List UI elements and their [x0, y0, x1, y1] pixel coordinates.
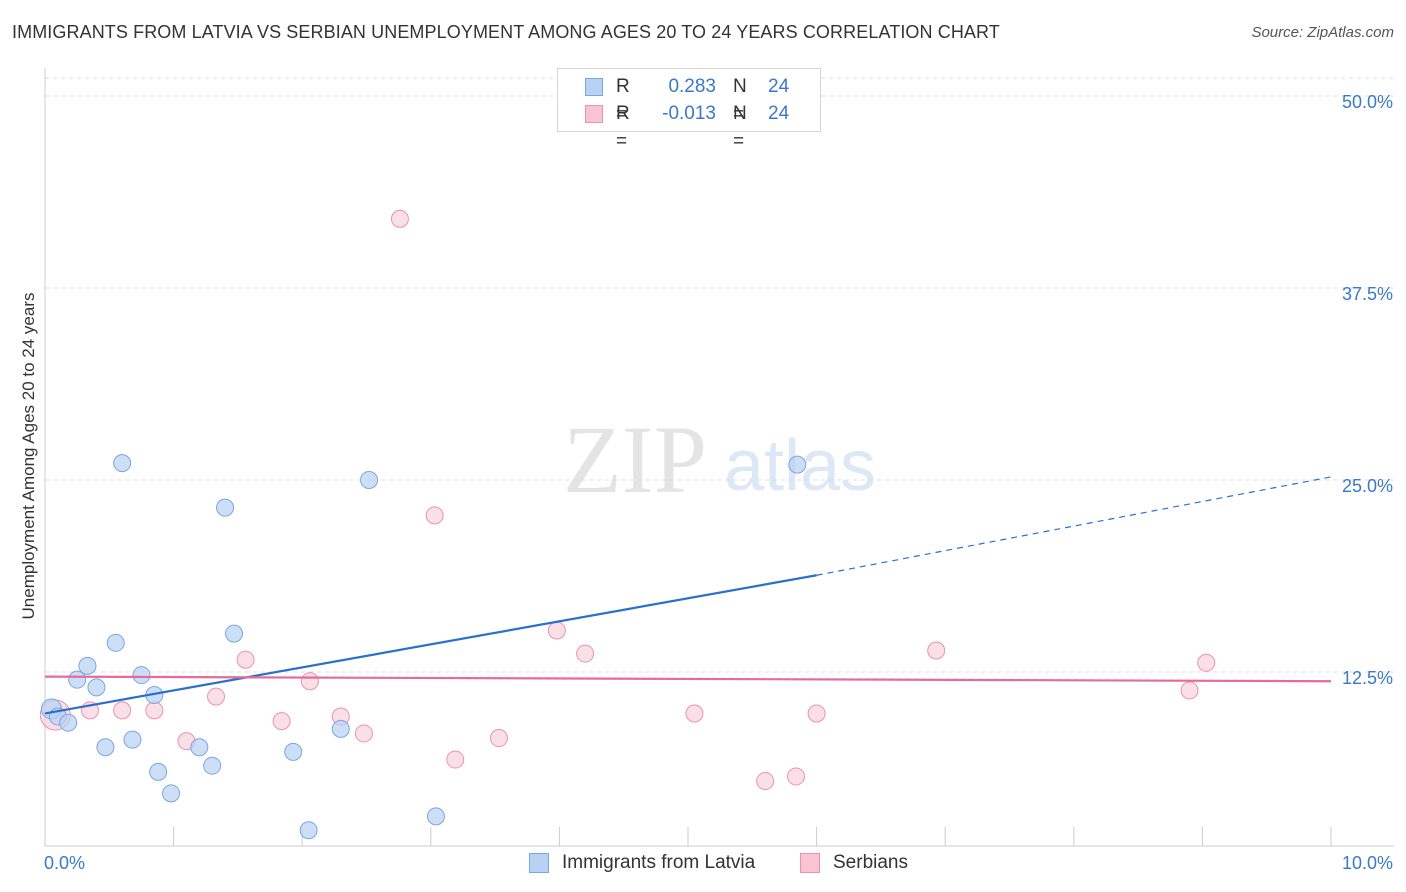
serbians-point [354, 724, 373, 743]
latvia-point [113, 454, 132, 473]
serbians-swatch [585, 105, 603, 123]
watermark-zip: ZIP [563, 406, 707, 513]
x-tick-label: 0.0% [44, 853, 85, 873]
latvia-point [788, 455, 807, 474]
serbians-point [390, 209, 409, 228]
y-tick-label: 50.0% [1342, 92, 1393, 112]
serbians-point [446, 750, 465, 769]
latvia-point [78, 656, 97, 675]
latvia-point [299, 821, 318, 840]
latvia-point [203, 756, 222, 775]
r-label: R = [616, 76, 630, 125]
correlation-legend: R = 0.283 N = 24 R = -0.013 N = 24 [557, 68, 821, 152]
n-label: N = [733, 76, 747, 125]
latvia-point [149, 762, 168, 781]
r-value: 0.283 [668, 76, 716, 97]
serbians-point [1197, 653, 1216, 672]
source-label: Source: ZipAtlas.com [1251, 24, 1394, 41]
latvia-point [162, 784, 181, 803]
serbians-point [145, 701, 164, 720]
serbians-point [807, 704, 826, 723]
latvia-point [123, 730, 142, 749]
serbians-point [425, 506, 444, 525]
latvia-point [360, 471, 379, 489]
latvia-legend-swatch [529, 853, 549, 873]
latvia-point [106, 633, 125, 652]
n-value: 24 [768, 76, 790, 97]
latvia-point [426, 807, 445, 826]
latvia-trend-extension [816, 476, 1332, 576]
serbians-legend-label: Serbians [833, 852, 908, 873]
serbians-point [547, 621, 566, 640]
latvia-point [331, 719, 350, 738]
latvia-point [68, 670, 87, 689]
serbians-point [207, 687, 226, 706]
latvia-trend-line [44, 574, 817, 715]
serbians-point [787, 767, 806, 786]
y-tick-label: 12.5% [1342, 668, 1393, 688]
latvia-point [190, 738, 209, 757]
latvia-point [59, 713, 78, 732]
serbians-point [113, 701, 132, 720]
y-tick-label: 37.5% [1342, 284, 1393, 304]
r-label: R = [616, 103, 630, 152]
chart-title: IMMIGRANTS FROM LATVIA VS SERBIAN UNEMPL… [12, 22, 1000, 42]
serbians-point [1180, 681, 1199, 700]
x-tick-label: 10.0% [1342, 853, 1393, 873]
serbians-trend-line [44, 675, 1332, 683]
latvia-point [87, 678, 106, 697]
n-value: 24 [768, 103, 790, 124]
latvia-legend-label: Immigrants from Latvia [562, 852, 756, 873]
n-label: N = [733, 103, 747, 152]
serbians-point [236, 650, 255, 669]
serbians-point [272, 712, 291, 731]
serbians-point [576, 644, 595, 663]
y-tick-label: 25.0% [1342, 476, 1393, 496]
axes [44, 68, 1394, 847]
tick-labels: 12.5% 25.0% 37.5% 50.0% 0.0% 10.0% [44, 92, 1393, 873]
trend-lines [44, 476, 1332, 715]
latvia-point [284, 742, 303, 761]
serbians-point [927, 641, 946, 660]
latvia-point [225, 624, 244, 643]
gridlines [45, 77, 1394, 673]
serbians-point [300, 672, 319, 691]
latvia-point [132, 666, 151, 685]
serbians-point [685, 704, 704, 723]
latvia-point [216, 498, 235, 517]
serbians-legend-swatch [800, 853, 820, 873]
latvia-point [96, 738, 115, 757]
r-value: -0.013 [662, 103, 716, 124]
latvia-swatch [585, 78, 603, 96]
serbians-point [756, 772, 775, 791]
serbians-point [489, 729, 508, 748]
